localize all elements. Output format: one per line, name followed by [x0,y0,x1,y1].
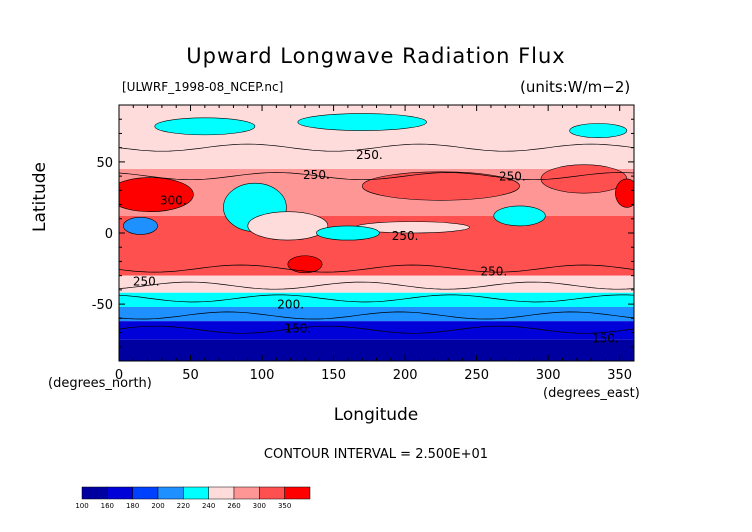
contour-line [119,172,634,181]
colorbar: 100 160 180 200 220 240 260 300 350 [75,486,311,510]
x-tick-label: 250 [464,368,489,383]
colorbar-label: 260 [227,502,240,510]
field-arctic-cold-2 [297,113,427,131]
x-tick-label: 100 [250,368,275,383]
colorbar-swatch [132,486,159,500]
contour-line [119,143,634,152]
colorbar-swatch [284,486,311,500]
contour-label: 200. [277,297,304,311]
colorbar-label: 350 [278,502,291,510]
contour-label: 300. [160,194,187,208]
field-central-america-cold [493,205,546,227]
contour-label: 250. [356,148,383,162]
plot-area: 250. 250. 250. 300. 250. 250. 250. 200. 150. 150. [119,105,634,361]
field-arctic-cold-3 [569,123,628,139]
colorbar-swatch [183,486,209,500]
colorbar-label: 200 [151,502,164,510]
field-maritime-continent [247,211,329,241]
zonal-band [119,306,634,322]
contour-label: 250. [480,265,507,279]
x-tick-label: 0 [115,368,123,383]
colorbar-swatch [107,486,133,500]
contour-line [119,281,634,290]
zonal-band [119,292,634,307]
y-tick-label: 0 [105,227,113,242]
x-tick-label: 350 [607,368,632,383]
field-indonesia-cold [316,225,380,241]
colorbar-swatch [208,486,235,500]
units-label: (units:W/m−2) [520,78,631,96]
colorbar-label: 180 [126,502,139,510]
axes: 0 50 100 150 200 250 300 350 -50 0 50 [92,105,634,383]
field-sahara-hot [119,177,194,212]
y-tick-label: -50 [92,298,113,313]
x-tick-label: 200 [393,368,418,383]
contour-line [119,264,634,273]
field-arctic-cold [154,117,256,136]
chart-title: Upward Longwave Radiation Flux [186,44,566,68]
colorbar-swatch [81,486,108,500]
colorbar-swatch [233,486,260,500]
contour-label: 250. [303,168,330,182]
contour-label: 250. [392,229,419,243]
x-tick-label: 150 [321,368,346,383]
colorbar-label: 240 [202,502,215,510]
zonal-band [119,133,634,169]
contour-label: 250. [133,275,160,289]
file-label: [ULWRF_1998-08_NCEP.nc] [122,80,284,94]
colorbar-label: 300 [253,502,266,510]
field-australia-hot [287,255,323,274]
contour-label: 250. [499,169,526,183]
contour-line [119,325,634,334]
x-tick-label: 50 [182,368,199,383]
colorbar-label: 100 [75,502,88,510]
y-axis-units: (degrees_north) [48,376,152,391]
colorbar-swatch [259,486,285,500]
zonal-band [119,339,634,361]
contour-label: 150. [592,332,619,346]
colorbar-label: 220 [177,502,190,510]
zonal-band [119,275,634,293]
contour-line [119,311,634,320]
contour-label: 150. [284,322,311,336]
field-north-pacific-warm [361,171,520,201]
y-tick-label: 50 [96,156,113,171]
contour-line [119,294,634,303]
colorbar-swatch [157,486,184,500]
x-axis-units: (degrees_east) [543,386,640,401]
x-tick-label: 300 [536,368,561,383]
x-axis-label: Longitude [333,405,419,425]
contour-interval-label: CONTOUR INTERVAL = 2.500E+01 [263,447,489,462]
colorbar-label: 160 [101,502,114,510]
field-east-us-hot [615,178,634,208]
field-africa-cold [122,217,158,235]
